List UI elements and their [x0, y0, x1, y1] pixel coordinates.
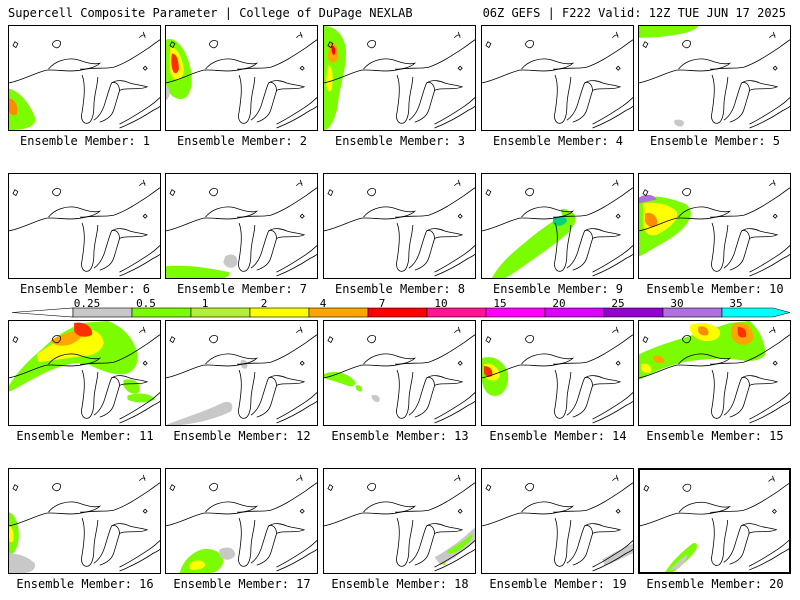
colorbar-tick-label: 7	[378, 297, 386, 310]
map-canvas	[9, 31, 160, 130]
member-map-16[interactable]	[8, 468, 161, 574]
colorbar-tick-label: 0.5	[136, 297, 156, 310]
valid-time: 06Z GEFS | F222 Valid: 12Z TUE JUN 17 20…	[482, 6, 786, 20]
map-canvas	[166, 179, 317, 278]
member-label-14: Ensemble Member: 14	[489, 429, 627, 443]
map-canvas	[9, 179, 160, 277]
member-map-20[interactable]	[638, 468, 791, 574]
member-map-10[interactable]	[638, 173, 791, 279]
member-label-18: Ensemble Member: 18	[331, 577, 469, 591]
member-map-4[interactable]	[481, 25, 634, 131]
colorbar-tick-label: 4	[319, 297, 327, 310]
member-map-18[interactable]	[323, 468, 476, 574]
member-map-7[interactable]	[165, 173, 318, 279]
colorbar-swatch	[308, 307, 369, 318]
map-canvas	[639, 179, 790, 277]
colorbar-swatch	[249, 307, 310, 318]
map-canvas	[324, 26, 475, 130]
colorbar-tick-label: 25	[611, 297, 625, 310]
member-map-13[interactable]	[323, 320, 476, 426]
member-map-12[interactable]	[165, 320, 318, 426]
member-label-19: Ensemble Member: 19	[489, 577, 627, 591]
map-canvas	[324, 326, 475, 424]
colorbar-tick-label: 1	[201, 297, 209, 310]
member-label-2: Ensemble Member: 2	[176, 134, 308, 148]
map-canvas	[482, 179, 633, 278]
member-map-15[interactable]	[638, 320, 791, 426]
member-map-17[interactable]	[165, 468, 318, 574]
member-map-11[interactable]	[8, 320, 161, 426]
member-map-8[interactable]	[323, 173, 476, 279]
colorbar-swatch	[367, 307, 428, 318]
member-label-1: Ensemble Member: 1	[19, 134, 151, 148]
colorbar-tick-label: 15	[493, 297, 507, 310]
map-canvas	[324, 179, 475, 277]
colorbar	[12, 307, 790, 318]
member-label-10: Ensemble Member: 10	[646, 282, 784, 296]
map-canvas	[9, 321, 160, 424]
colorbar-tick-label: 0.25	[73, 297, 101, 310]
member-map-14[interactable]	[481, 320, 634, 426]
colorbar-swatch	[190, 307, 251, 318]
map-canvas	[166, 31, 317, 129]
member-label-13: Ensemble Member: 13	[331, 429, 469, 443]
map-canvas	[166, 474, 317, 573]
colorbar-tick-label: 2	[260, 297, 268, 310]
colorbar-tick-label: 20	[552, 297, 566, 310]
map-canvas	[166, 326, 317, 425]
member-label-7: Ensemble Member: 7	[176, 282, 308, 296]
map-canvas	[639, 321, 790, 424]
member-label-8: Ensemble Member: 8	[334, 282, 466, 296]
member-label-12: Ensemble Member: 12	[173, 429, 311, 443]
map-canvas	[482, 474, 633, 572]
map-canvas	[482, 326, 633, 424]
member-map-2[interactable]	[165, 25, 318, 131]
member-map-6[interactable]	[8, 173, 161, 279]
member-label-5: Ensemble Member: 5	[649, 134, 781, 148]
colorbar-tick-label: 35	[729, 297, 743, 310]
member-label-9: Ensemble Member: 9	[492, 282, 624, 296]
member-label-4: Ensemble Member: 4	[492, 134, 624, 148]
member-label-15: Ensemble Member: 15	[646, 429, 784, 443]
member-map-1[interactable]	[8, 25, 161, 131]
colorbar-swatch	[721, 307, 790, 318]
colorbar-left-arrow	[12, 307, 74, 318]
member-label-16: Ensemble Member: 16	[16, 577, 154, 591]
member-map-19[interactable]	[481, 468, 634, 574]
map-title: Supercell Composite Parameter | College …	[8, 6, 413, 20]
member-map-3[interactable]	[323, 25, 476, 131]
member-label-6: Ensemble Member: 6	[19, 282, 151, 296]
colorbar-tick-label: 30	[670, 297, 684, 310]
colorbar-tick-label: 10	[434, 297, 448, 310]
member-label-17: Ensemble Member: 17	[173, 577, 311, 591]
member-label-3: Ensemble Member: 3	[334, 134, 466, 148]
map-canvas	[9, 474, 160, 573]
member-label-11: Ensemble Member: 11	[16, 429, 154, 443]
map-canvas	[640, 475, 789, 572]
member-map-5[interactable]	[638, 25, 791, 131]
map-canvas	[324, 474, 475, 572]
member-label-20: Ensemble Member: 20	[646, 577, 784, 591]
member-map-9[interactable]	[481, 173, 634, 279]
map-canvas	[639, 26, 790, 129]
map-canvas	[482, 31, 633, 129]
